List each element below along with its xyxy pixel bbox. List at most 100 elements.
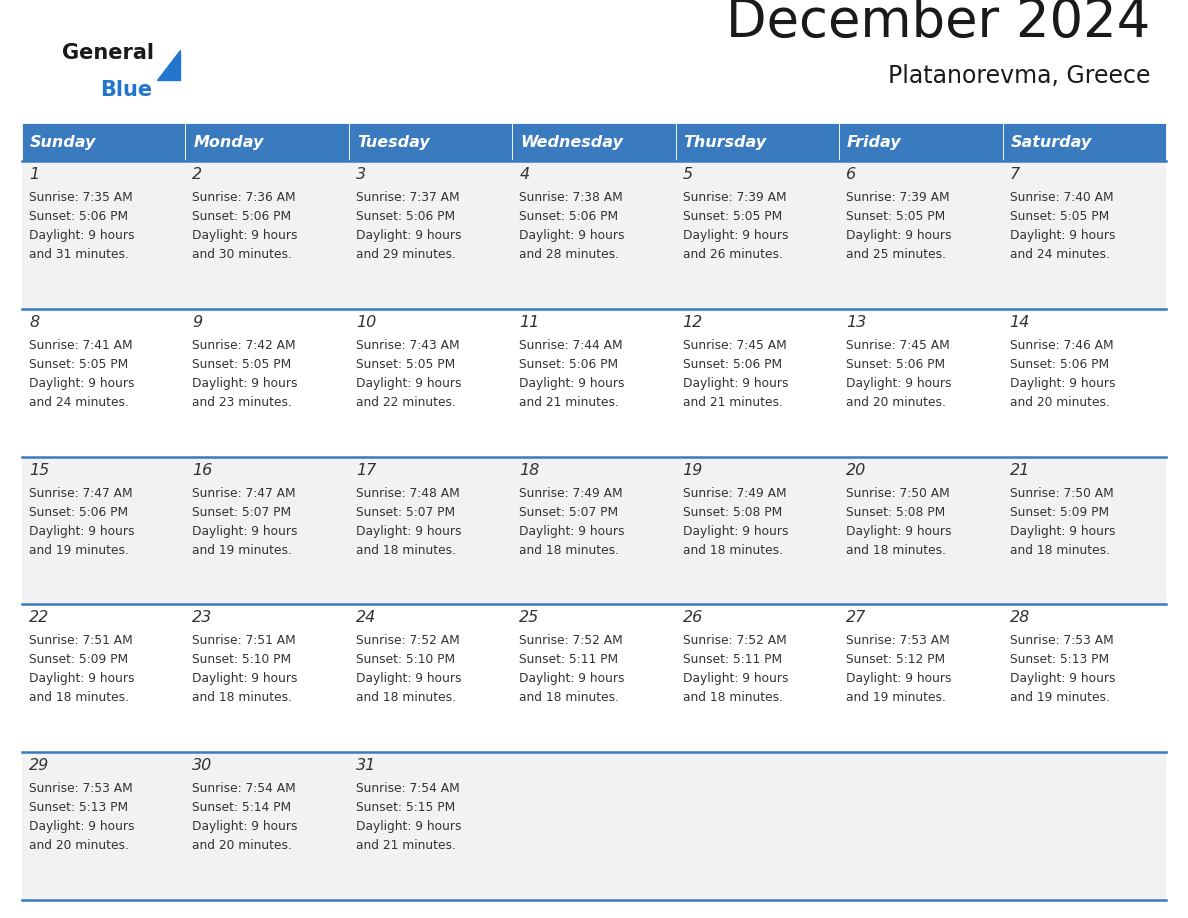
Text: 2: 2	[192, 167, 202, 182]
Text: 27: 27	[846, 610, 866, 625]
Text: Sunset: 5:05 PM: Sunset: 5:05 PM	[29, 358, 128, 371]
Text: Sunset: 5:11 PM: Sunset: 5:11 PM	[683, 654, 782, 666]
Text: 4: 4	[519, 167, 530, 182]
Text: Sunrise: 7:54 AM: Sunrise: 7:54 AM	[356, 782, 460, 795]
Text: Sunset: 5:06 PM: Sunset: 5:06 PM	[683, 358, 782, 371]
Text: and 30 minutes.: and 30 minutes.	[192, 248, 292, 261]
Text: and 20 minutes.: and 20 minutes.	[846, 396, 946, 409]
Text: Sunrise: 7:45 AM: Sunrise: 7:45 AM	[846, 339, 950, 352]
Text: Daylight: 9 hours: Daylight: 9 hours	[519, 376, 625, 390]
Text: Sunset: 5:05 PM: Sunset: 5:05 PM	[683, 210, 782, 223]
Text: 25: 25	[519, 610, 539, 625]
Text: Sunset: 5:06 PM: Sunset: 5:06 PM	[1010, 358, 1108, 371]
Text: and 18 minutes.: and 18 minutes.	[519, 543, 619, 556]
Text: Daylight: 9 hours: Daylight: 9 hours	[519, 672, 625, 686]
Text: Daylight: 9 hours: Daylight: 9 hours	[29, 229, 134, 242]
Text: Daylight: 9 hours: Daylight: 9 hours	[356, 672, 461, 686]
Text: Sunset: 5:09 PM: Sunset: 5:09 PM	[1010, 506, 1108, 519]
Text: Sunset: 5:07 PM: Sunset: 5:07 PM	[192, 506, 291, 519]
Text: 6: 6	[846, 167, 857, 182]
Text: and 19 minutes.: and 19 minutes.	[192, 543, 292, 556]
Text: Sunset: 5:06 PM: Sunset: 5:06 PM	[846, 358, 946, 371]
Text: 13: 13	[846, 315, 866, 330]
Text: Platanorevma, Greece: Platanorevma, Greece	[887, 64, 1150, 88]
Text: 15: 15	[29, 463, 49, 477]
Text: Daylight: 9 hours: Daylight: 9 hours	[192, 672, 298, 686]
Text: and 20 minutes.: and 20 minutes.	[192, 839, 292, 852]
Text: Sunrise: 7:52 AM: Sunrise: 7:52 AM	[356, 634, 460, 647]
Text: Daylight: 9 hours: Daylight: 9 hours	[192, 376, 298, 390]
Bar	[512, 123, 676, 161]
Text: Daylight: 9 hours: Daylight: 9 hours	[683, 672, 788, 686]
Text: Sunrise: 7:51 AM: Sunrise: 7:51 AM	[29, 634, 133, 647]
Text: Sunrise: 7:37 AM: Sunrise: 7:37 AM	[356, 191, 460, 204]
Bar	[23, 752, 1165, 900]
Text: and 24 minutes.: and 24 minutes.	[29, 396, 128, 409]
Text: Daylight: 9 hours: Daylight: 9 hours	[29, 524, 134, 538]
Text: and 18 minutes.: and 18 minutes.	[683, 691, 783, 704]
Text: Daylight: 9 hours: Daylight: 9 hours	[356, 524, 461, 538]
Text: Sunrise: 7:50 AM: Sunrise: 7:50 AM	[846, 487, 950, 499]
Text: Daylight: 9 hours: Daylight: 9 hours	[356, 376, 461, 390]
Text: Tuesday: Tuesday	[356, 135, 430, 150]
Text: December 2024: December 2024	[726, 0, 1150, 48]
Text: and 23 minutes.: and 23 minutes.	[192, 396, 292, 409]
Text: Daylight: 9 hours: Daylight: 9 hours	[1010, 672, 1116, 686]
Text: 11: 11	[519, 315, 539, 330]
Text: 19: 19	[683, 463, 703, 477]
Text: 23: 23	[192, 610, 213, 625]
Text: 21: 21	[1010, 463, 1030, 477]
Text: Sunrise: 7:49 AM: Sunrise: 7:49 AM	[519, 487, 623, 499]
Text: Daylight: 9 hours: Daylight: 9 hours	[846, 229, 952, 242]
Text: Sunset: 5:05 PM: Sunset: 5:05 PM	[846, 210, 946, 223]
Text: Sunrise: 7:51 AM: Sunrise: 7:51 AM	[192, 634, 296, 647]
Text: Sunset: 5:07 PM: Sunset: 5:07 PM	[519, 506, 619, 519]
Polygon shape	[157, 50, 181, 80]
Text: Monday: Monday	[194, 135, 264, 150]
Text: Daylight: 9 hours: Daylight: 9 hours	[683, 376, 788, 390]
Text: Sunset: 5:09 PM: Sunset: 5:09 PM	[29, 654, 128, 666]
Text: Saturday: Saturday	[1011, 135, 1092, 150]
Text: Daylight: 9 hours: Daylight: 9 hours	[683, 524, 788, 538]
Text: 8: 8	[29, 315, 39, 330]
Text: and 21 minutes.: and 21 minutes.	[683, 396, 783, 409]
Text: and 26 minutes.: and 26 minutes.	[683, 248, 783, 261]
Text: 9: 9	[192, 315, 202, 330]
Bar	[23, 308, 1165, 456]
Text: and 29 minutes.: and 29 minutes.	[356, 248, 456, 261]
Text: Sunset: 5:06 PM: Sunset: 5:06 PM	[29, 506, 128, 519]
Text: 10: 10	[356, 315, 377, 330]
Text: 7: 7	[1010, 167, 1019, 182]
Text: and 20 minutes.: and 20 minutes.	[1010, 396, 1110, 409]
Text: 28: 28	[1010, 610, 1030, 625]
Text: Blue: Blue	[100, 80, 152, 100]
Text: and 31 minutes.: and 31 minutes.	[29, 248, 128, 261]
Text: Sunrise: 7:53 AM: Sunrise: 7:53 AM	[1010, 634, 1113, 647]
Text: 12: 12	[683, 315, 703, 330]
Text: Sunset: 5:13 PM: Sunset: 5:13 PM	[1010, 654, 1108, 666]
Bar	[23, 604, 1165, 752]
Text: Sunrise: 7:48 AM: Sunrise: 7:48 AM	[356, 487, 460, 499]
Text: Sunrise: 7:39 AM: Sunrise: 7:39 AM	[846, 191, 949, 204]
Text: and 18 minutes.: and 18 minutes.	[192, 691, 292, 704]
Text: Sunrise: 7:53 AM: Sunrise: 7:53 AM	[846, 634, 950, 647]
Text: Sunset: 5:06 PM: Sunset: 5:06 PM	[356, 210, 455, 223]
Text: Sunrise: 7:46 AM: Sunrise: 7:46 AM	[1010, 339, 1113, 352]
Text: Sunday: Sunday	[30, 135, 96, 150]
Text: Daylight: 9 hours: Daylight: 9 hours	[519, 524, 625, 538]
Text: and 19 minutes.: and 19 minutes.	[1010, 691, 1110, 704]
Text: Sunset: 5:13 PM: Sunset: 5:13 PM	[29, 801, 128, 814]
Text: Daylight: 9 hours: Daylight: 9 hours	[29, 376, 134, 390]
Text: and 22 minutes.: and 22 minutes.	[356, 396, 456, 409]
Text: and 18 minutes.: and 18 minutes.	[683, 543, 783, 556]
Text: Sunrise: 7:47 AM: Sunrise: 7:47 AM	[192, 487, 296, 499]
Text: Daylight: 9 hours: Daylight: 9 hours	[1010, 376, 1116, 390]
Bar	[676, 123, 839, 161]
Text: Sunrise: 7:53 AM: Sunrise: 7:53 AM	[29, 782, 133, 795]
Text: Sunset: 5:08 PM: Sunset: 5:08 PM	[846, 506, 946, 519]
Text: and 19 minutes.: and 19 minutes.	[846, 691, 946, 704]
Text: Sunset: 5:10 PM: Sunset: 5:10 PM	[356, 654, 455, 666]
Text: and 18 minutes.: and 18 minutes.	[29, 691, 129, 704]
Text: Sunrise: 7:43 AM: Sunrise: 7:43 AM	[356, 339, 460, 352]
Text: Sunset: 5:05 PM: Sunset: 5:05 PM	[192, 358, 292, 371]
